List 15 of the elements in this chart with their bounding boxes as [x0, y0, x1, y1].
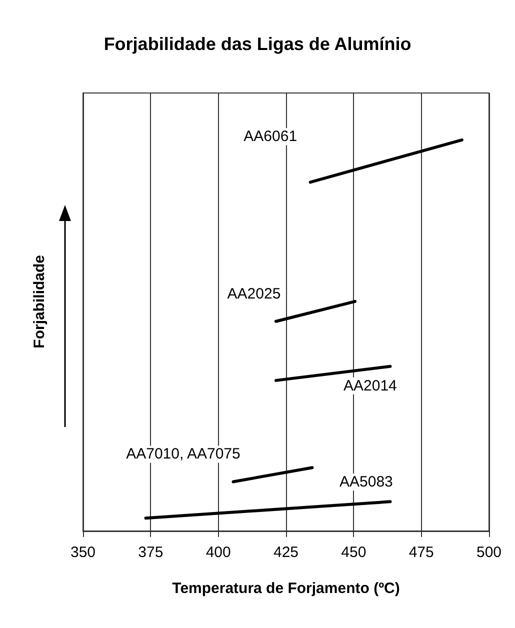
x-tick-label: 350 [70, 544, 96, 561]
series-label: AA7010, AA7075 [126, 446, 240, 463]
chart-title: Forjabilidade das Ligas de Alumínio [104, 34, 412, 54]
x-tick-label: 400 [206, 544, 231, 561]
x-tick-label: 425 [273, 544, 299, 561]
x-tick-label: 375 [138, 544, 164, 561]
x-tick-label: 500 [476, 544, 502, 561]
x-axis-title: Temperatura de Forjamento (ºC) [172, 580, 400, 597]
x-tick-label: 450 [341, 544, 366, 561]
series-label: AA5083 [340, 474, 393, 491]
y-axis-title: Forjabilidade [31, 254, 48, 348]
series-label: AA2014 [344, 377, 397, 394]
series-label: AA2025 [227, 285, 281, 302]
x-tick-label: 475 [408, 544, 434, 561]
text: AA6061 [244, 128, 298, 146]
